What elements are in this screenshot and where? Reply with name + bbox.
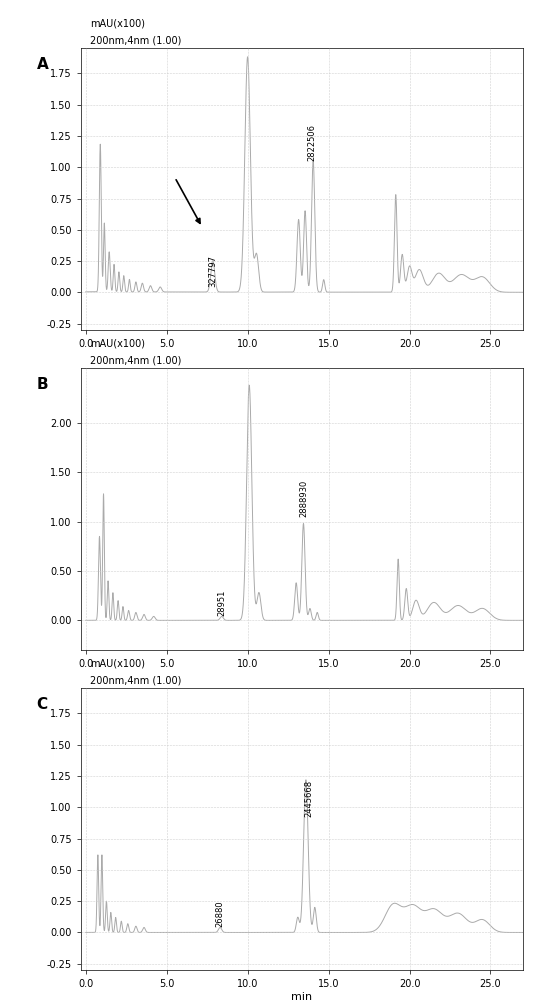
Text: A: A bbox=[37, 57, 49, 72]
Text: 28951: 28951 bbox=[217, 590, 226, 616]
Text: 200nm,4nm (1.00): 200nm,4nm (1.00) bbox=[89, 356, 181, 366]
Text: 2888930: 2888930 bbox=[300, 479, 309, 517]
Text: C: C bbox=[37, 697, 48, 712]
Text: mAU(x100): mAU(x100) bbox=[89, 659, 144, 669]
Text: 200nm,4nm (1.00): 200nm,4nm (1.00) bbox=[89, 676, 181, 686]
Text: 2822506: 2822506 bbox=[308, 124, 317, 161]
Text: B: B bbox=[37, 377, 49, 392]
Text: 2445668: 2445668 bbox=[305, 780, 314, 817]
X-axis label: min: min bbox=[291, 992, 313, 1000]
Text: 200nm,4nm (1.00): 200nm,4nm (1.00) bbox=[89, 36, 181, 46]
Text: mAU(x100): mAU(x100) bbox=[89, 339, 144, 349]
Text: mAU(x100): mAU(x100) bbox=[89, 19, 144, 29]
Text: 26880: 26880 bbox=[216, 901, 225, 927]
Text: 327797: 327797 bbox=[208, 255, 217, 287]
